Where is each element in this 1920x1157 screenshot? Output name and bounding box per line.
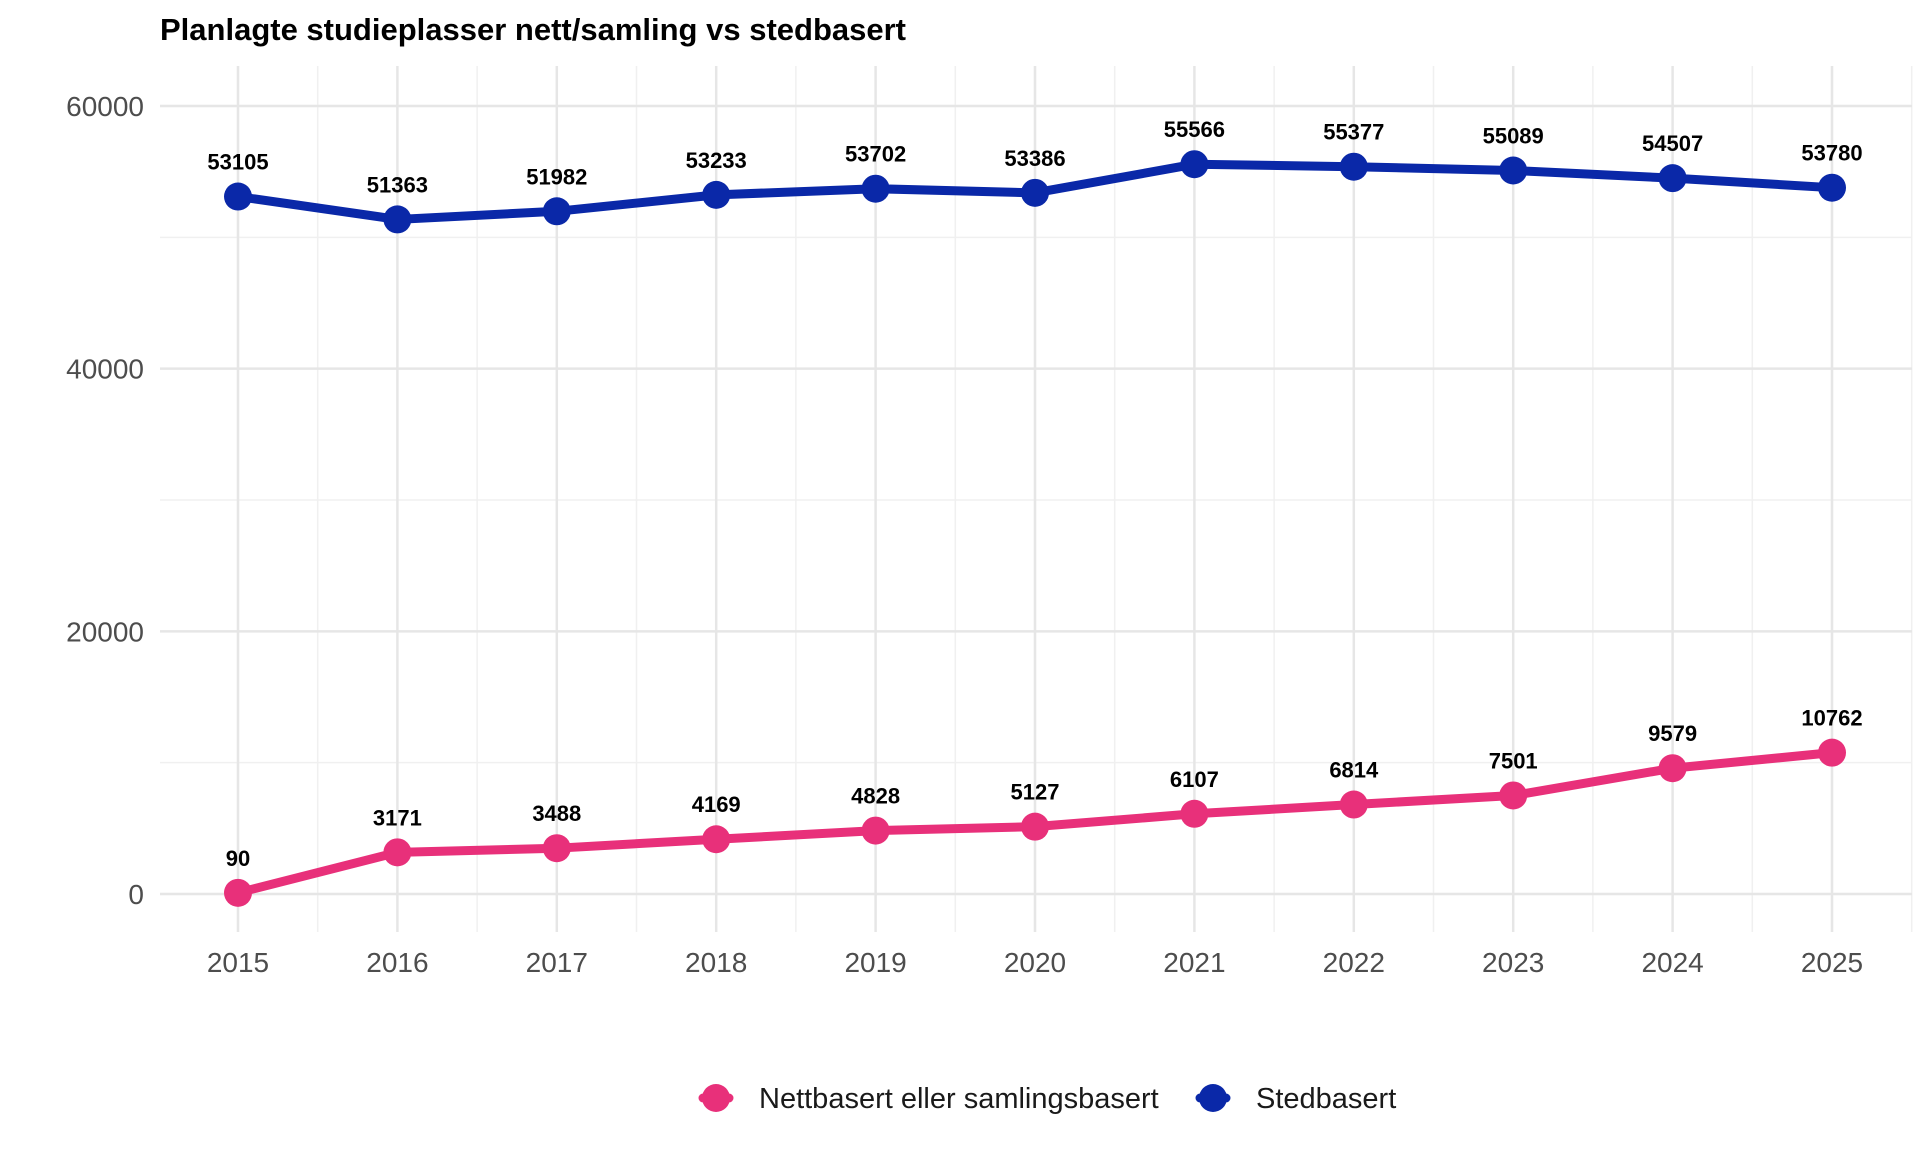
data-point [224, 878, 252, 907]
x-tick-label: 2021 [1163, 947, 1225, 978]
data-label: 4169 [692, 792, 741, 817]
x-tick-label: 2015 [207, 947, 269, 978]
x-tick-label: 2016 [366, 947, 428, 978]
data-label: 90 [226, 846, 250, 871]
data-label: 6107 [1170, 767, 1219, 792]
legend-label: Nettbasert eller samlingsbasert [759, 1083, 1159, 1115]
data-point [1818, 738, 1846, 767]
data-label: 53105 [207, 150, 268, 175]
y-tick-label: 60000 [66, 91, 144, 122]
data-point [1818, 173, 1846, 202]
data-label: 55566 [1164, 117, 1225, 142]
data-label: 53233 [686, 148, 747, 173]
x-tick-label: 2024 [1641, 947, 1703, 978]
legend-key-point [1199, 1084, 1227, 1112]
legend-key-point [702, 1084, 730, 1112]
x-tick-label: 2022 [1323, 947, 1385, 978]
legend-label: Stedbasert [1256, 1083, 1396, 1115]
data-point [542, 197, 571, 226]
x-tick-label: 2025 [1801, 947, 1863, 978]
data-label: 3171 [373, 805, 422, 830]
data-point [542, 834, 571, 863]
data-label: 10762 [1801, 706, 1862, 731]
data-label: 51982 [526, 164, 587, 189]
data-label: 4828 [851, 784, 900, 809]
data-point [1499, 781, 1528, 810]
data-label: 5127 [1011, 780, 1060, 805]
x-tick-label: 2017 [526, 947, 588, 978]
data-point [383, 838, 412, 867]
data-point [1658, 164, 1687, 193]
data-label: 55089 [1483, 123, 1544, 148]
chart-title: Planlagte studieplasser nett/samling vs … [160, 12, 906, 47]
data-point [383, 205, 412, 234]
data-label: 3488 [532, 801, 581, 826]
data-point [1021, 178, 1049, 207]
data-point [861, 816, 890, 845]
data-point [1180, 799, 1209, 828]
data-label: 6814 [1329, 758, 1379, 783]
data-point [702, 825, 731, 854]
data-label: 53386 [1004, 146, 1065, 171]
x-tick-label: 2018 [685, 947, 747, 978]
data-point [702, 180, 731, 209]
data-label: 7501 [1489, 748, 1538, 773]
x-tick-label: 2020 [1004, 947, 1066, 978]
data-point [1499, 156, 1528, 185]
data-label: 51363 [367, 172, 428, 197]
data-label: 53702 [845, 142, 906, 167]
data-point [1339, 790, 1368, 819]
data-point [1339, 152, 1368, 181]
data-label: 9579 [1648, 721, 1697, 746]
y-tick-label: 20000 [66, 616, 144, 647]
data-point [861, 174, 890, 203]
data-point [1658, 754, 1687, 783]
data-label: 55377 [1323, 120, 1384, 145]
data-point [1180, 150, 1209, 179]
data-label: 54507 [1642, 131, 1703, 156]
data-point [224, 182, 252, 211]
y-tick-label: 0 [128, 879, 144, 910]
data-label: 53780 [1801, 141, 1862, 166]
x-tick-label: 2023 [1482, 947, 1544, 978]
x-tick-label: 2019 [844, 947, 906, 978]
y-tick-label: 40000 [66, 354, 144, 385]
data-point [1021, 812, 1049, 841]
